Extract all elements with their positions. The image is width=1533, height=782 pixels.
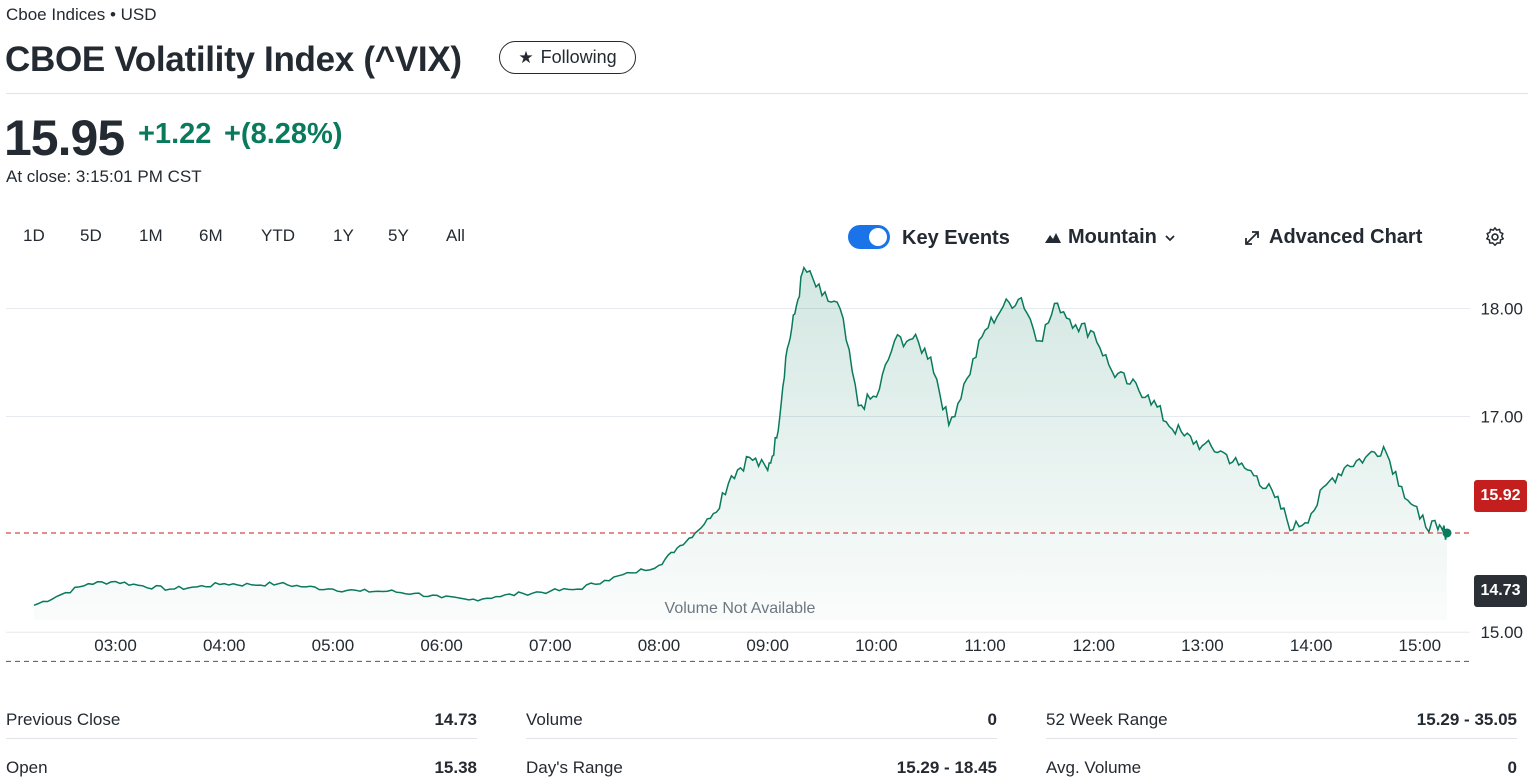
stat-52-week-range-value: 15.29 - 35.05: [1416, 710, 1517, 729]
previous-close-tag: 14.73: [1474, 575, 1527, 607]
x-tick-label: 15:00: [1399, 636, 1442, 655]
stat-avg-volume-value: 0: [1507, 758, 1517, 777]
chart-type-label: Mountain: [1068, 226, 1157, 248]
key-events-toggle[interactable]: [848, 225, 890, 249]
header-divider: [6, 93, 1528, 94]
range-all-button[interactable]: All: [446, 226, 465, 245]
price-change-percent: +(8.28%): [224, 118, 343, 150]
exchange-currency-label: Cboe Indices • USD: [6, 5, 157, 24]
stat-open-value: 15.38: [434, 758, 477, 777]
x-tick-label: 13:00: [1181, 636, 1224, 655]
stat-days-range-label: Day's Range: [526, 758, 623, 777]
chart-type-dropdown[interactable]: Mountain: [1044, 226, 1177, 249]
price-line: [33, 265, 1448, 606]
stat-avg-volume-label: Avg. Volume: [1046, 758, 1142, 777]
page-title: CBOE Volatility Index (^VIX): [5, 40, 462, 79]
star-icon: ★: [518, 47, 534, 67]
price-area-fill: [34, 267, 1447, 620]
advanced-chart-label: Advanced Chart: [1269, 226, 1423, 248]
range-ytd-button[interactable]: YTD: [261, 226, 295, 245]
stat-divider: [6, 738, 477, 739]
range-1m-button[interactable]: 1M: [139, 226, 163, 245]
stat-divider: [526, 738, 997, 739]
price-change: +1.22: [138, 118, 212, 150]
x-tick-label: 11:00: [964, 636, 1005, 655]
volume-note: Volume Not Available: [665, 600, 816, 617]
x-tick-label: 10:00: [855, 636, 898, 655]
range-5y-button[interactable]: 5Y: [388, 226, 409, 245]
x-tick-label: 05:00: [312, 636, 355, 655]
stat-volume-value: 0: [987, 710, 997, 729]
range-1y-button[interactable]: 1Y: [333, 226, 354, 245]
x-tick-label: 09:00: [746, 636, 789, 655]
stat-divider: [1046, 738, 1517, 739]
range-1d-button[interactable]: 1D: [23, 226, 45, 245]
close-time: At close: 3:15:01 PM CST: [6, 167, 202, 186]
advanced-chart-button[interactable]: Advanced Chart: [1243, 226, 1422, 249]
stat-volume-label: Volume: [526, 710, 583, 729]
stat-open-label: Open: [6, 758, 48, 777]
x-tick-label: 14:00: [1290, 636, 1333, 655]
current-price-tag: 15.92: [1474, 480, 1527, 512]
mountain-icon: [1045, 232, 1061, 243]
x-tick-label: 06:00: [420, 636, 463, 655]
key-events-label: Key Events: [902, 227, 1010, 249]
y-tick-label: 18.00: [1480, 300, 1523, 319]
x-tick-label: 03:00: [94, 636, 137, 655]
y-tick-label: 15.00: [1480, 623, 1523, 642]
settings-gear-icon[interactable]: [1484, 226, 1506, 253]
stat-previous-close-label: Previous Close: [6, 710, 121, 729]
expand-icon: [1245, 230, 1259, 245]
price-chart[interactable]: 18.00 17.00 15.00 Volume Not Available 03:…: [0, 260, 1533, 670]
stat-previous-close-value: 14.73: [434, 710, 477, 729]
x-tick-label: 07:00: [529, 636, 572, 655]
last-price-dot: [1442, 528, 1452, 538]
range-6m-button[interactable]: 6M: [199, 226, 223, 245]
chart-gridlines: [6, 308, 1470, 633]
chevron-down-icon: [1165, 234, 1175, 241]
y-tick-label: 17.00: [1480, 407, 1523, 426]
x-tick-label: 04:00: [203, 636, 246, 655]
following-button[interactable]: ★ Following: [499, 41, 636, 74]
x-tick-label: 08:00: [638, 636, 681, 655]
following-label: Following: [540, 47, 617, 67]
x-tick-label: 12:00: [1072, 636, 1115, 655]
stat-52-week-range-label: 52 Week Range: [1046, 710, 1168, 729]
current-price: 15.95: [4, 110, 125, 166]
stat-days-range-value: 15.29 - 18.45: [896, 758, 997, 777]
range-5d-button[interactable]: 5D: [80, 226, 102, 245]
